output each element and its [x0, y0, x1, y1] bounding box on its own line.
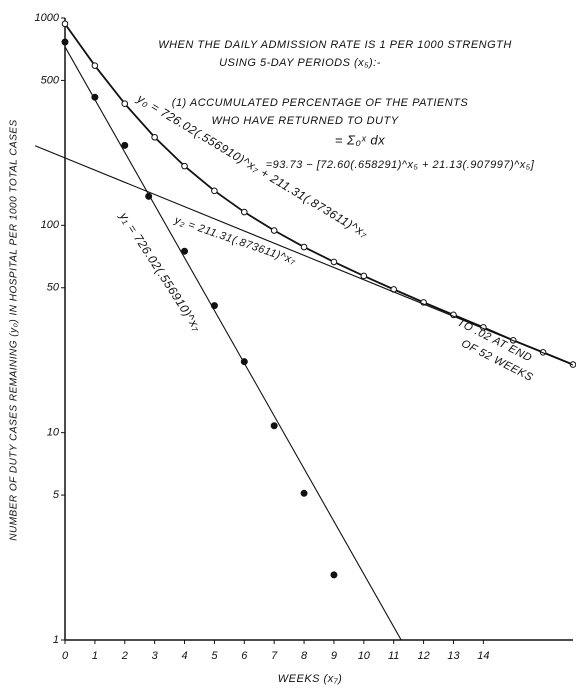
series-line — [64, 23, 574, 366]
x-tick-label: 3 — [152, 650, 159, 662]
x-tick-label: 8 — [301, 650, 308, 662]
x-axis-label: WEEKS (x₇) — [278, 673, 342, 685]
x-tick-label: 0 — [62, 650, 69, 662]
data-point — [211, 187, 218, 195]
data-point — [181, 247, 189, 255]
data-point — [61, 38, 69, 46]
annotation: USING 5-DAY PERIODS (x₅):- — [219, 57, 381, 69]
x-tick-label: 12 — [417, 650, 429, 662]
data-point — [121, 141, 129, 149]
data-point — [270, 227, 278, 234]
annotation: = Σ₀ˣ dx — [335, 132, 385, 147]
data-point — [330, 571, 338, 579]
data-point — [270, 422, 278, 430]
annotation: =93.73 − [72.60(.658291)^x₅ + 21.13(.907… — [266, 159, 535, 171]
y-tick-label: 1000 — [35, 12, 60, 24]
x-tick-label: 7 — [271, 650, 278, 662]
data-point — [61, 20, 69, 28]
annotation: (1) ACCUMULATED PERCENTAGE OF THE PATIEN… — [172, 97, 469, 109]
x-tick-label: 2 — [121, 650, 128, 662]
x-tick-label: 5 — [211, 650, 218, 662]
x-tick-label: 1 — [92, 650, 98, 662]
y-tick-label: 500 — [41, 74, 60, 86]
data-point — [300, 243, 308, 251]
data-point — [360, 272, 368, 280]
series-line — [64, 46, 402, 641]
series-line — [34, 145, 574, 366]
data-point — [151, 133, 158, 141]
y-tick-label: 50 — [47, 282, 60, 294]
x-tick-label: 11 — [388, 650, 399, 662]
x-tick-label: 13 — [447, 650, 460, 662]
annotation: WHEN THE DAILY ADMISSION RATE IS 1 PER 1… — [158, 39, 512, 51]
x-tick-label: 9 — [331, 650, 337, 662]
x-tick-label: 4 — [181, 650, 187, 662]
annotation: y₂ = 211.31(.873611)^x₇ — [172, 214, 298, 267]
data-point — [240, 208, 248, 216]
data-point — [330, 258, 338, 266]
x-tick-label: 10 — [358, 650, 371, 662]
y-tick-label: 5 — [53, 489, 60, 501]
data-point — [121, 100, 129, 108]
y-tick-label: 10 — [47, 427, 60, 439]
data-point — [181, 162, 188, 170]
x-tick-label: 14 — [477, 650, 489, 662]
y-axis-label: NUMBER OF DUTY CASES REMAINING (y₀) IN H… — [9, 119, 20, 540]
annotation: WHO HAVE RETURNED TO DUTY — [211, 115, 398, 127]
x-tick-label: 6 — [241, 650, 248, 662]
y-tick-label: 100 — [41, 219, 60, 231]
data-point — [91, 62, 99, 69]
data-point — [300, 489, 308, 497]
y-tick-label: 1 — [53, 634, 59, 646]
